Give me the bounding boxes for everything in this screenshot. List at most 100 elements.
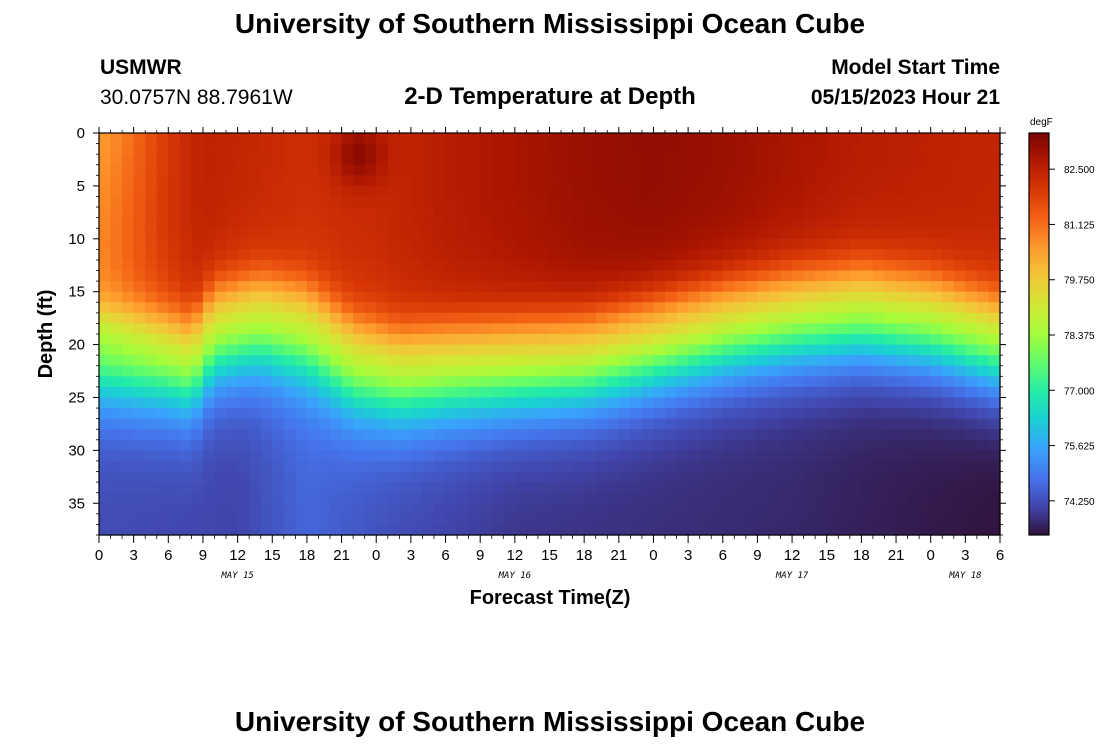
heatmap-cell — [861, 450, 874, 462]
heatmap-cell — [399, 408, 412, 420]
heatmap-cell — [202, 164, 216, 176]
heatmap-cell — [734, 408, 747, 420]
heatmap-cell — [514, 143, 527, 155]
heatmap-cell — [699, 376, 712, 388]
heatmap-cell — [722, 513, 735, 526]
heatmap-cell — [480, 238, 493, 250]
heatmap-cell — [191, 133, 204, 145]
heatmap-cell — [722, 207, 735, 219]
heatmap-cell — [480, 471, 493, 483]
heatmap-cell — [191, 154, 204, 166]
heatmap-cell — [99, 503, 112, 515]
heatmap-cell — [122, 143, 135, 155]
heatmap-cell — [122, 281, 135, 293]
heatmap-cell — [526, 524, 539, 536]
heatmap-cell — [353, 164, 366, 176]
colorbar-tick-label: 78.375 — [1064, 331, 1095, 342]
heatmap-cell — [491, 439, 504, 451]
heatmap-cell — [410, 460, 424, 473]
heatmap-cell — [815, 259, 828, 272]
heatmap-cell — [907, 429, 920, 441]
heatmap-cell — [295, 302, 308, 314]
heatmap-cell — [214, 524, 227, 536]
heatmap-cell — [514, 281, 527, 293]
heatmap-cell — [353, 291, 366, 303]
heatmap-cell — [306, 228, 320, 240]
heatmap-cell — [306, 513, 320, 526]
heatmap-cell — [757, 439, 770, 451]
heatmap-cell — [976, 323, 990, 335]
heatmap-cell — [468, 429, 481, 441]
heatmap-cell — [618, 312, 631, 325]
heatmap-cell — [780, 238, 793, 250]
heatmap-cell — [665, 270, 678, 282]
heatmap-cell — [156, 196, 169, 208]
heatmap-cell — [318, 471, 331, 483]
heatmap-cell — [768, 386, 782, 399]
heatmap-cell — [330, 154, 343, 166]
heatmap-cell — [711, 207, 724, 219]
heatmap-cell — [641, 492, 655, 504]
heatmap-cell — [237, 238, 250, 250]
x-tick-label: 3 — [961, 547, 969, 564]
heatmap-cell — [341, 302, 354, 314]
heatmap-cell — [768, 355, 782, 367]
heatmap-cell — [676, 323, 689, 335]
heatmap-cell — [410, 238, 424, 250]
heatmap-cell — [526, 185, 539, 198]
heatmap-cell — [457, 408, 470, 420]
heatmap-cell — [526, 513, 539, 526]
heatmap-cell — [330, 143, 343, 155]
heatmap-cell — [503, 228, 516, 240]
y-tick-label: 15 — [68, 284, 85, 301]
heatmap-cell — [572, 270, 585, 282]
heatmap-cell — [803, 154, 816, 166]
heatmap-cell — [260, 408, 273, 420]
heatmap-cell — [872, 291, 886, 303]
heatmap-cell — [630, 259, 643, 272]
heatmap-cell — [595, 334, 608, 346]
heatmap-cell — [930, 376, 943, 388]
heatmap-cell — [514, 365, 527, 377]
heatmap-cell — [364, 503, 377, 515]
heatmap-cell — [942, 185, 955, 198]
heatmap-cell — [549, 429, 562, 441]
heatmap-cell — [514, 323, 527, 335]
heatmap-cell — [849, 334, 862, 346]
heatmap-cell — [745, 386, 759, 399]
heatmap-cell — [145, 503, 158, 515]
heatmap-cell — [364, 281, 377, 293]
heatmap-cell — [202, 513, 216, 526]
heatmap-cell — [907, 513, 920, 526]
heatmap-cell — [376, 196, 389, 208]
heatmap-cell — [122, 270, 135, 282]
heatmap-cell — [757, 154, 770, 166]
heatmap-cell — [896, 164, 909, 176]
heatmap-cell — [815, 482, 828, 494]
heatmap-cell — [237, 386, 250, 399]
heatmap-cell — [676, 460, 689, 473]
heatmap-cell — [272, 281, 285, 293]
heatmap-cell — [872, 450, 886, 462]
heatmap-cell — [226, 513, 239, 526]
heatmap-cell — [491, 207, 504, 219]
heatmap-cell — [838, 133, 851, 145]
heatmap-cell — [595, 386, 608, 399]
heatmap-cell — [976, 217, 990, 229]
heatmap-cell — [907, 154, 920, 166]
heatmap-cell — [145, 175, 158, 187]
heatmap-cell — [503, 217, 516, 229]
heatmap-cell — [768, 302, 782, 314]
heatmap-cell — [179, 207, 193, 219]
heatmap-cell — [318, 386, 331, 399]
heatmap-cell — [399, 513, 412, 526]
heatmap-cell — [965, 365, 978, 377]
heatmap-cell — [110, 207, 123, 219]
heatmap-cell — [364, 207, 377, 219]
heatmap-cell — [803, 133, 816, 145]
heatmap-cell — [191, 217, 204, 229]
heatmap-cell — [526, 334, 539, 346]
heatmap-cell — [387, 196, 400, 208]
heatmap-cell — [965, 376, 978, 388]
heatmap-cell — [884, 154, 897, 166]
